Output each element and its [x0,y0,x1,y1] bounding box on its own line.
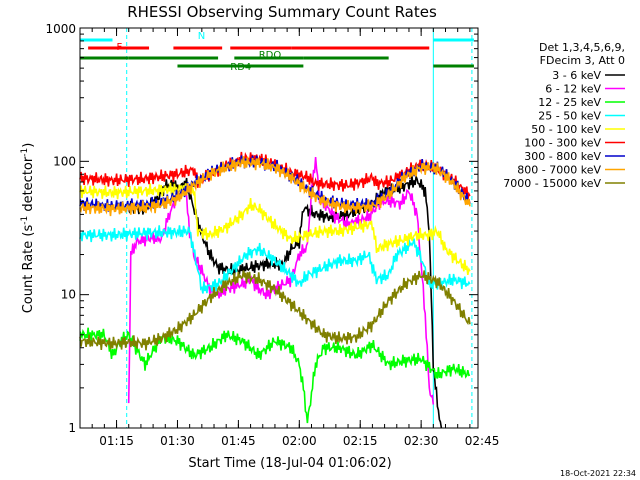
x-axis-label: Start Time (18-Jul-04 01:06:02) [188,456,391,471]
y-tick-label: 1000 [45,22,76,36]
series-line [79,156,471,217]
x-tick-label: 01:15 [99,434,134,448]
legend-header-line: FDecim 3, Att 0 [540,54,625,67]
x-tick-label: 02:30 [404,434,439,448]
x-tick-label: 02:15 [343,434,378,448]
flag-label-rdo: RDO [259,50,282,61]
x-tick-label: 01:45 [221,434,256,448]
chart-title: RHESSI Observing Summary Count Rates [127,3,437,21]
series-line [79,225,471,294]
x-tick-label: 01:30 [160,434,195,448]
series-line [79,327,471,424]
y-tick-label: 10 [61,288,76,302]
legend-entry-label: 12 - 25 keV [538,96,601,109]
legend-entry-label: 3 - 6 keV [552,69,601,82]
y-axis-label: Count Rate (s-1 detector-1) [20,143,36,314]
render-timestamp: 18-Oct-2021 22:34 [560,469,636,478]
series-line [79,182,471,276]
legend-entry-label: 7000 - 15000 keV [503,177,601,190]
legend-entry-label: 800 - 7000 keV [517,164,601,177]
flag-label-n: N [198,31,205,42]
series-line [79,270,471,351]
legend-entry-label: 50 - 100 keV [531,123,601,136]
legend-header-line: Det 1,3,4,5,6,9, [539,41,625,54]
legend-entry-label: 100 - 300 keV [524,137,601,150]
legend-entry-label: 300 - 800 keV [524,150,601,163]
plot-frame [79,27,479,429]
y-tick-label: 100 [53,154,76,168]
legend: Det 1,3,4,5,6,9, FDecim 3, Att 0 3 - 6 k… [503,41,625,190]
x-tick-label: 02:45 [465,434,500,448]
legend-entry-label: 25 - 50 keV [538,110,601,123]
y-tick-label: 1 [68,421,76,435]
flag-label-f: F [117,42,123,53]
series-line [79,151,471,200]
x-tick-label: 02:00 [282,434,317,448]
legend-entry-label: 6 - 12 keV [545,83,601,96]
flag-label-rd4: RD4 [230,62,251,73]
